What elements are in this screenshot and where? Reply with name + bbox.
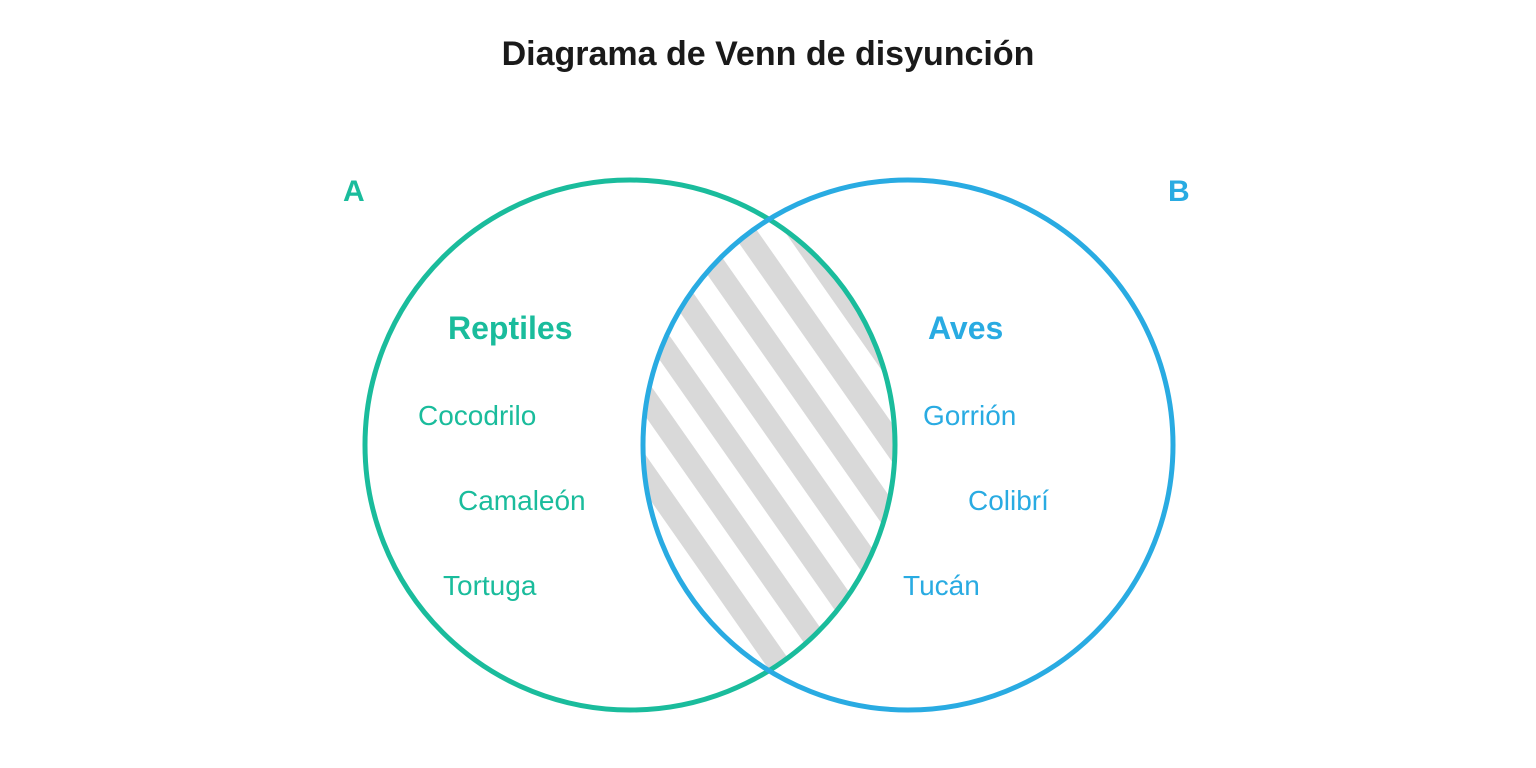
- set-b-item-0: Gorrión: [923, 400, 1016, 432]
- venn-diagram: A B Reptiles Cocodrilo Camaleón Tortuga …: [348, 145, 1188, 735]
- set-a-item-0: Cocodrilo: [418, 400, 536, 432]
- set-b-item-1: Colibrí: [968, 485, 1049, 517]
- set-a-item-2: Tortuga: [443, 570, 536, 602]
- diagram-title: Diagrama de Venn de disyunción: [0, 35, 1536, 74]
- set-a-title: Reptiles: [448, 310, 572, 347]
- venn-svg: [348, 145, 1188, 735]
- set-b-title: Aves: [928, 310, 1003, 347]
- set-label-a: A: [343, 175, 365, 209]
- set-b-item-2: Tucán: [903, 570, 980, 602]
- set-a-item-1: Camaleón: [458, 485, 586, 517]
- set-label-b: B: [1168, 175, 1190, 209]
